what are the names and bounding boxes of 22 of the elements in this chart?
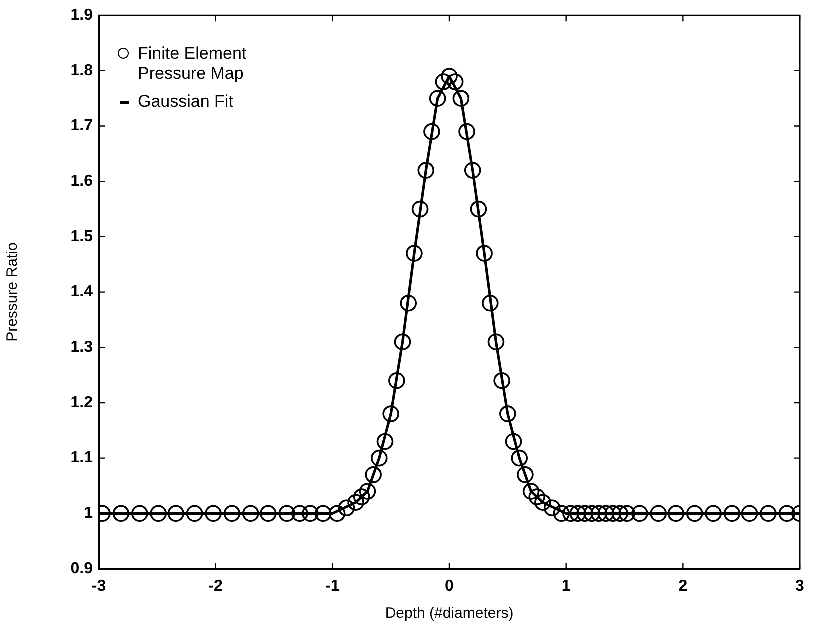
y-tick-label: 1.4 (70, 284, 94, 301)
x-tick-label: 2 (678, 578, 688, 596)
x-tick-label: 1 (562, 578, 571, 596)
y-tick-label: 1.7 (70, 118, 94, 135)
x-axis-title: Depth (#diameters) (385, 605, 514, 622)
y-tick-label: 1.9 (70, 7, 94, 24)
x-tick-label: -1 (326, 578, 340, 596)
y-tick-label: 1.8 (70, 62, 94, 80)
y-tick-label: 0.9 (70, 560, 94, 578)
x-tick-label: 3 (796, 578, 805, 596)
y-tick-label: 1 (84, 505, 94, 522)
y-tick-label: 1.6 (70, 173, 94, 190)
y-tick-label: 1.3 (70, 339, 94, 356)
x-tick-label: 0 (445, 578, 454, 596)
legend-label: Finite Element Pressure Map (138, 44, 248, 84)
legend-label: Gaussian Fit (138, 92, 234, 112)
y-tick-label: 1.5 (70, 228, 94, 246)
y-tick-label: 1.2 (70, 394, 94, 412)
x-tick-label: -2 (208, 578, 224, 596)
x-tick-label: -3 (92, 578, 106, 596)
y-axis-title: Pressure Ratio (4, 242, 22, 342)
y-tick-label: 1.1 (70, 450, 94, 467)
